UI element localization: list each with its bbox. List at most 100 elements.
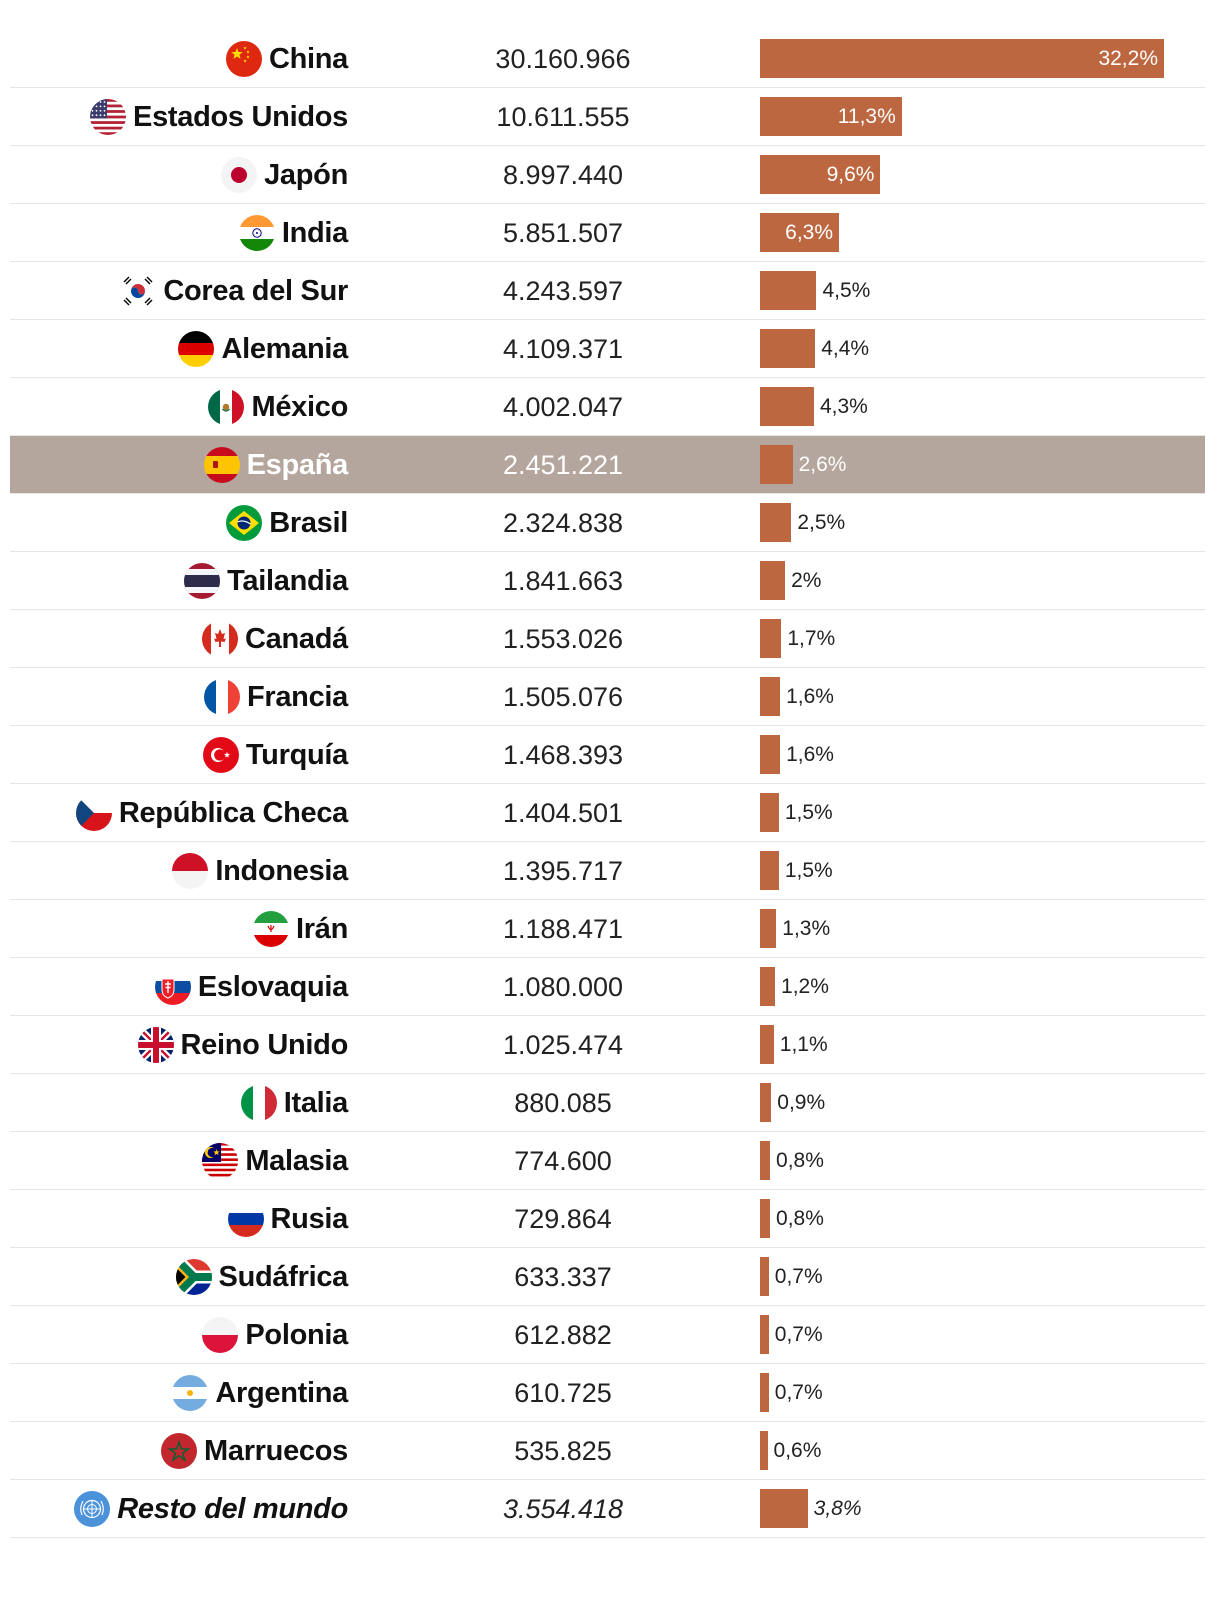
country-cell: Turquía — [202, 726, 348, 784]
bar-label: 4,4% — [821, 337, 870, 360]
country-cell: Estados Unidos — [90, 88, 348, 146]
country-cell: México — [208, 378, 348, 436]
value-cell: 2.451.221 — [502, 450, 624, 480]
bar — [760, 793, 779, 832]
country-label: Corea del Sur — [163, 274, 348, 307]
country-label: Brasil — [269, 506, 348, 539]
value-cell: 612.882 — [514, 1320, 612, 1350]
bar-cell: 0,8% — [760, 1141, 1190, 1180]
bar-label: 0,7% — [774, 1323, 823, 1346]
bar-cell: 2,5% — [760, 503, 1190, 542]
bar-cell: 1,6% — [760, 677, 1190, 716]
country-label: India — [281, 216, 348, 249]
production-table: China 30.160.966 32,2% Estados Unidos 10.611… — [10, 30, 1205, 1538]
south-africa-flag-icon — [175, 1259, 212, 1295]
country-label: Resto del mundo — [117, 1492, 348, 1525]
value-cell: 2.324.838 — [502, 508, 624, 538]
bar — [760, 387, 814, 426]
table-row: Polonia 612.882 0,7% — [10, 1306, 1205, 1364]
table-row: Indonesia 1.395.717 1,5% — [10, 842, 1205, 900]
indonesia-flag-icon — [172, 853, 209, 889]
bar-label: 1,5% — [784, 859, 833, 882]
country-label: Japón — [264, 158, 348, 191]
country-label: Reino Unido — [180, 1028, 349, 1061]
table-row: Turquía 1.468.393 1,6% — [10, 726, 1205, 784]
table-row: Corea del Sur 4.243.597 4,5% — [10, 262, 1205, 320]
japan-flag-icon — [221, 157, 258, 193]
country-cell: Corea del Sur — [120, 262, 348, 320]
slovakia-flag-icon — [154, 969, 191, 1005]
bar-cell: 4,5% — [760, 271, 1190, 310]
value-cell: 1.841.663 — [502, 566, 624, 596]
country-cell: Polonia — [202, 1306, 348, 1364]
value-cell: 610.725 — [514, 1378, 612, 1408]
bar-label: 3,8% — [813, 1497, 862, 1520]
bar — [760, 851, 779, 890]
france-flag-icon — [203, 679, 240, 715]
bar — [760, 1489, 808, 1528]
country-label: Marruecos — [204, 1434, 348, 1467]
country-label: Argentina — [215, 1376, 348, 1409]
usa-flag-icon — [90, 99, 127, 135]
un-flag-icon — [74, 1491, 111, 1527]
turkey-flag-icon — [202, 737, 239, 773]
value-cell: 1.188.471 — [502, 914, 624, 944]
table-row: China 30.160.966 32,2% — [10, 30, 1205, 88]
bar — [760, 1141, 771, 1180]
malaysia-flag-icon — [202, 1143, 239, 1179]
bar — [760, 97, 902, 136]
table-row: Sudáfrica 633.337 0,7% — [10, 1248, 1205, 1306]
country-cell: Rusia — [227, 1190, 349, 1248]
italy-flag-icon — [240, 1085, 277, 1121]
bar — [760, 329, 816, 368]
bar-cell: 32,2% — [760, 39, 1190, 78]
value-cell: 4.002.047 — [502, 392, 624, 422]
bar-label: 4,3% — [819, 395, 868, 418]
iran-flag-icon — [253, 911, 289, 947]
country-label: Indonesia — [215, 854, 348, 887]
morocco-flag-icon — [161, 1433, 198, 1469]
south-korea-flag-icon — [120, 273, 157, 309]
value-cell: 30.160.966 — [495, 44, 631, 74]
bar-label: 6,3% — [785, 221, 834, 244]
table-row: Argentina 610.725 0,7% — [10, 1364, 1205, 1422]
bar-label: 1,2% — [781, 975, 829, 998]
table-row: Japón 8.997.440 9,6% — [10, 146, 1205, 204]
country-cell: Francia — [203, 668, 348, 726]
value-cell: 5.851.507 — [502, 218, 624, 248]
czech-flag-icon — [75, 795, 112, 831]
value-cell: 1.395.717 — [502, 856, 624, 886]
value-cell: 1.080.000 — [502, 972, 624, 1002]
bar-cell: 6,3% — [760, 213, 1190, 252]
country-cell: Resto del mundo — [74, 1480, 348, 1538]
bar — [760, 619, 782, 658]
bar — [760, 155, 881, 194]
bar — [760, 213, 840, 252]
table-row: Tailandia 1.841.663 2% — [10, 552, 1205, 610]
bar-label: 1,1% — [779, 1033, 828, 1056]
bar — [760, 503, 792, 542]
spain-flag-icon — [203, 447, 240, 483]
country-label: Canadá — [245, 622, 348, 655]
table-row: Resto del mundo 3.554.418 3,8% — [10, 1480, 1205, 1538]
country-label: Polonia — [245, 1318, 348, 1351]
country-label: Rusia — [270, 1202, 349, 1235]
bar-cell: 1,6% — [760, 735, 1190, 774]
bar-cell: 0,9% — [760, 1083, 1190, 1122]
value-cell: 4.109.371 — [502, 334, 624, 364]
country-cell: Japón — [221, 146, 348, 204]
table-row: India 5.851.507 6,3% — [10, 204, 1205, 262]
bar-cell: 1,3% — [760, 909, 1190, 948]
bar-cell: 4,3% — [760, 387, 1190, 426]
table-row: Italia 880.085 0,9% — [10, 1074, 1205, 1132]
bar — [760, 1373, 769, 1412]
china-flag-icon — [225, 41, 262, 77]
value-cell: 535.825 — [514, 1436, 612, 1466]
bar-cell: 9,6% — [760, 155, 1190, 194]
bar-cell: 0,7% — [760, 1373, 1190, 1412]
value-cell: 774.600 — [514, 1146, 612, 1176]
bar-label: 0,7% — [774, 1381, 823, 1404]
bar — [760, 1431, 768, 1470]
country-label: Francia — [246, 680, 348, 713]
country-label: Malasia — [245, 1144, 348, 1177]
